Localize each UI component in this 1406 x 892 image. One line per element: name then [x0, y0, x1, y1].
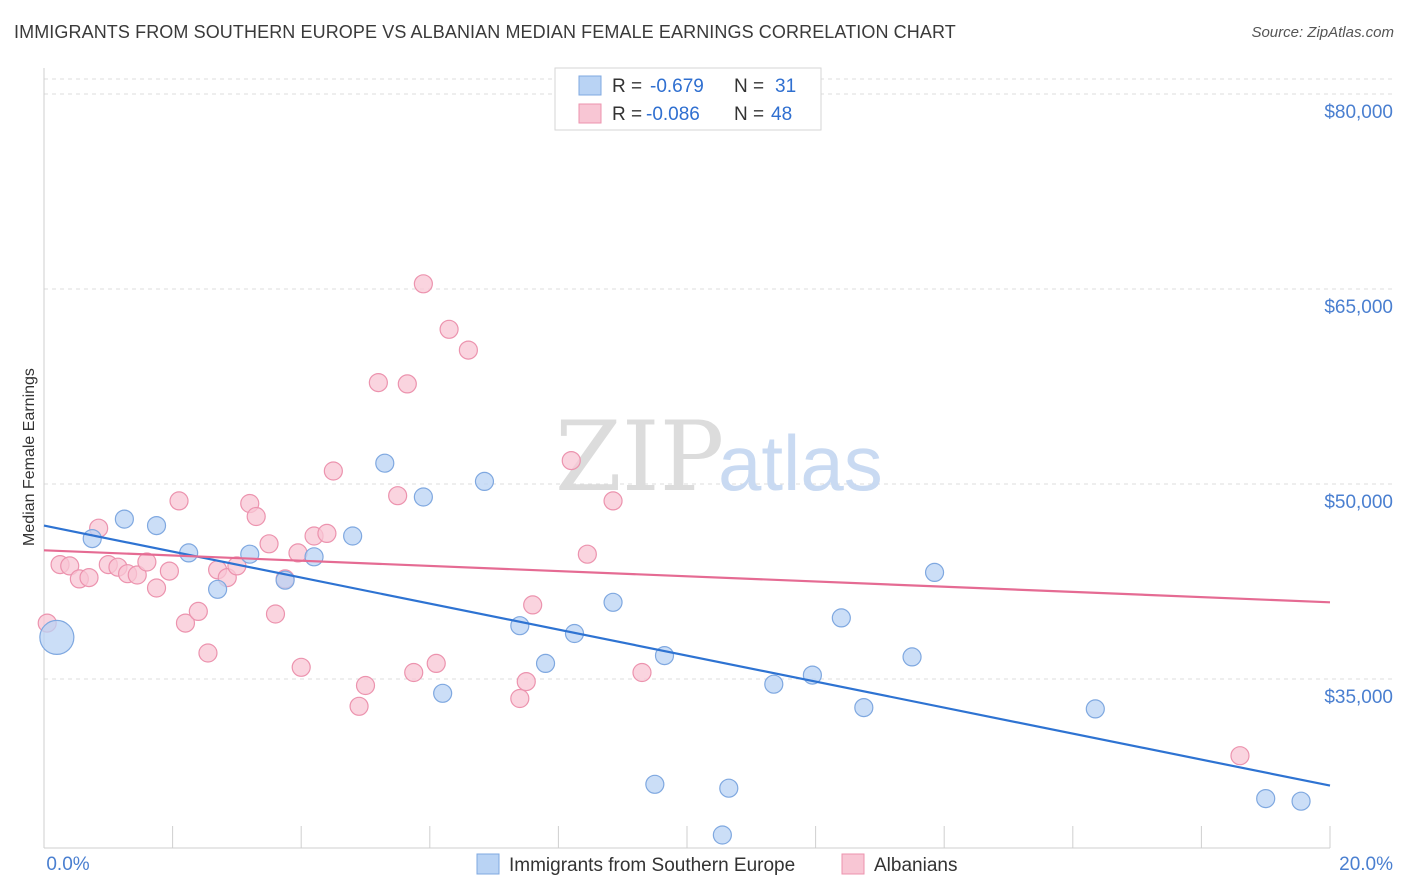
source-credit: Source: ZipAtlas.com: [1251, 24, 1394, 41]
point-albanians: [458, 340, 478, 360]
point-albanians: [259, 534, 279, 554]
point-albanians: [265, 604, 286, 624]
point-southern-europe: [343, 526, 363, 546]
point-albanians: [60, 556, 80, 576]
x-tick-marks: [43, 826, 1331, 848]
stats-blue-n-label: N =: [734, 76, 764, 97]
point-southern-europe: [764, 674, 784, 694]
point-southern-europe: [208, 579, 228, 599]
legend-swatch-albanians: [841, 853, 865, 875]
point-southern-europe: [474, 471, 495, 491]
stats-pink-r-value: -0.086: [646, 104, 700, 125]
point-albanians: [388, 486, 408, 506]
point-albanians: [561, 451, 581, 471]
point-albanians: [632, 662, 652, 683]
point-albanians: [188, 601, 208, 622]
stats-blue-r-value: -0.679: [650, 76, 704, 97]
point-southern-europe: [304, 547, 324, 567]
point-albanians: [603, 491, 623, 511]
point-albanians: [349, 696, 369, 716]
point-albanians: [169, 491, 189, 511]
stats-swatch-pink: [578, 103, 602, 124]
point-albanians: [198, 643, 218, 663]
point-southern-europe: [114, 509, 134, 529]
point-albanians: [523, 595, 543, 615]
y-tick-label: $35,000: [1324, 687, 1393, 708]
point-albanians: [577, 544, 597, 564]
stats-blue-n-value: 31: [775, 76, 796, 97]
trend-lines: [43, 524, 1331, 787]
point-southern-europe: [1291, 791, 1311, 811]
stats-pink-n-label: N =: [734, 104, 764, 125]
trend-line-albanians: [43, 549, 1331, 604]
point-albanians: [291, 657, 311, 677]
point-southern-europe: [645, 774, 665, 794]
legend-label-southern-europe: Immigrants from Southern Europe: [509, 855, 795, 876]
point-southern-europe: [510, 616, 530, 636]
point-southern-europe: [375, 453, 395, 473]
point-albanians: [404, 662, 424, 683]
point-southern-europe: [146, 515, 167, 536]
point-albanians: [368, 373, 388, 393]
legend: Immigrants from Southern Europe Albanian…: [476, 853, 957, 876]
y-tick-label: $65,000: [1324, 297, 1393, 318]
point-albanians: [159, 561, 179, 581]
point-southern-europe: [603, 592, 623, 612]
point-southern-europe: [831, 608, 851, 628]
point-albanians: [426, 653, 446, 674]
y-tick-label: $50,000: [1324, 492, 1393, 513]
point-albanians: [79, 567, 99, 588]
watermark: ZIP atlas: [555, 401, 883, 513]
point-southern-europe: [535, 653, 556, 674]
point-albanians: [127, 565, 147, 585]
point-southern-europe: [240, 544, 260, 564]
trend-line-southern-europe: [43, 524, 1331, 787]
point-southern-europe: [854, 697, 874, 718]
series-albanians: [37, 274, 1250, 766]
point-albanians: [246, 506, 266, 527]
stats-swatch-blue: [578, 75, 602, 96]
legend-label-albanians: Albanians: [874, 855, 957, 876]
watermark-zip: ZIP: [555, 401, 724, 513]
point-southern-europe: [1256, 788, 1276, 809]
stats-pink-r-label: R =: [612, 104, 642, 125]
point-albanians: [510, 688, 530, 709]
x-tick-label-min: 0.0%: [46, 854, 89, 875]
point-southern-europe: [924, 562, 945, 583]
point-southern-europe: [433, 683, 453, 703]
point-southern-europe: [39, 619, 75, 656]
point-albanians: [413, 274, 433, 294]
y-tick-label: $80,000: [1324, 102, 1393, 123]
point-southern-europe: [712, 825, 732, 845]
point-southern-europe: [902, 647, 922, 667]
y-tick-labels: $35,000 $50,000 $65,000 $80,000: [1324, 102, 1393, 708]
gridlines: [44, 78, 1393, 680]
stats-blue-r-label: R =: [612, 76, 642, 97]
point-albanians: [323, 461, 343, 481]
point-albanians: [317, 523, 337, 544]
watermark-atlas: atlas: [718, 419, 883, 507]
legend-swatch-southern-europe: [476, 853, 500, 875]
stats-box: R = -0.679 N = 31 R = -0.086 N = 48: [554, 67, 822, 131]
point-albanians: [288, 543, 308, 563]
x-tick-label-max: 20.0%: [1339, 854, 1393, 875]
point-southern-europe: [82, 528, 102, 549]
point-albanians: [355, 675, 376, 696]
point-albanians: [439, 319, 459, 339]
point-albanians: [146, 578, 167, 598]
point-southern-europe: [413, 487, 433, 507]
point-southern-europe: [719, 778, 739, 798]
point-albanians: [175, 613, 196, 633]
point-albanians: [137, 552, 157, 572]
point-albanians: [397, 374, 417, 394]
point-albanians: [516, 671, 536, 692]
stats-pink-n-value: 48: [771, 104, 792, 125]
chart-title: IMMIGRANTS FROM SOUTHERN EUROPE VS ALBAN…: [14, 22, 956, 42]
point-southern-europe: [1085, 699, 1105, 719]
point-albanians: [1230, 746, 1250, 766]
